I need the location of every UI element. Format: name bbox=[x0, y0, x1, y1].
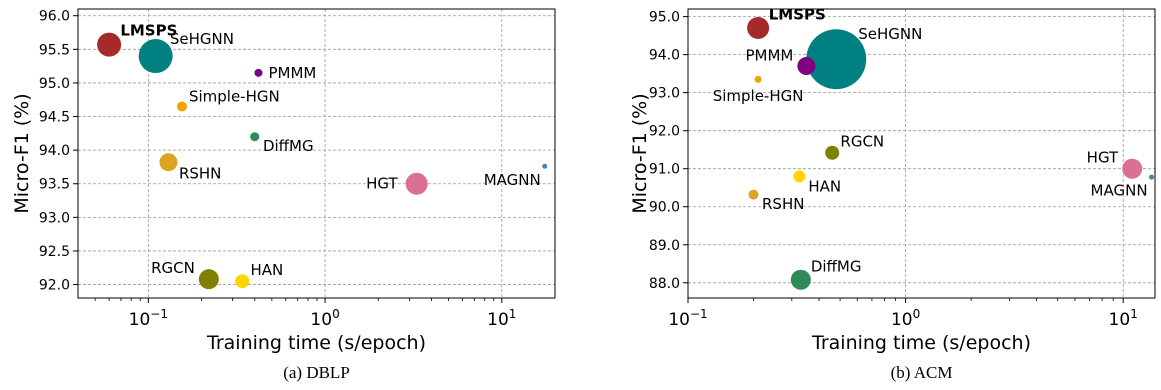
y-axis-label: Micro-F1 (%) bbox=[629, 93, 651, 213]
y-tick-label: 93.5 bbox=[39, 177, 70, 193]
point-label-rshn: RSHN bbox=[179, 165, 221, 183]
point-label-rgcn: RGCN bbox=[840, 133, 884, 151]
x-tick-label: 101 bbox=[1109, 307, 1138, 330]
y-tick-label: 89.0 bbox=[649, 238, 680, 254]
data-points: LMSPS SeHGNN PMMM Simple-HGN RGCN HGT MAGNN HAN… bbox=[713, 5, 1155, 290]
point-rgcn bbox=[198, 269, 219, 290]
point-han bbox=[235, 274, 250, 289]
point-hgt bbox=[405, 172, 428, 195]
point-pmmm bbox=[254, 68, 263, 77]
point-label-pmmm: PMMM bbox=[268, 64, 316, 82]
point-diffmg bbox=[250, 132, 260, 142]
y-tick-label: 93.0 bbox=[649, 86, 680, 102]
point-label-lmsps: LMSPS bbox=[120, 21, 177, 39]
y-tick-label: 95.0 bbox=[39, 76, 70, 92]
y-tick-label: 90.0 bbox=[649, 200, 680, 216]
y-tick-label: 95.5 bbox=[39, 42, 70, 58]
point-label-simple-hgn: Simple-HGN bbox=[189, 87, 280, 105]
point-label-magnn: MAGNN bbox=[484, 171, 541, 189]
y-tick-label: 92.0 bbox=[649, 124, 680, 140]
plot-frame bbox=[687, 8, 1156, 299]
panel-caption: (b) ACM bbox=[891, 363, 953, 382]
y-tick-label: 88.0 bbox=[649, 276, 680, 292]
y-tick-label: 92.5 bbox=[39, 244, 70, 260]
point-magnn bbox=[542, 163, 548, 169]
point-label-sehgnn: SeHGNN bbox=[170, 30, 234, 48]
point-label-hgt: HGT bbox=[1087, 149, 1119, 167]
point-han bbox=[793, 170, 806, 183]
x-tick-label: 10−1 bbox=[129, 307, 168, 330]
point-simple-hgn bbox=[754, 75, 762, 83]
point-label-lmsps: LMSPS bbox=[769, 5, 826, 23]
x-axis-label: Training time (s/epoch) bbox=[811, 332, 1031, 354]
point-magnn bbox=[1149, 174, 1155, 180]
plot-frame bbox=[77, 8, 556, 299]
point-label-rshn: RSHN bbox=[762, 195, 804, 213]
grid bbox=[78, 9, 555, 298]
point-diffmg bbox=[790, 269, 811, 290]
point-label-han: HAN bbox=[808, 177, 841, 195]
y-tick-label: 93.0 bbox=[39, 210, 70, 226]
point-label-diffmg: DiffMG bbox=[263, 137, 314, 155]
panel-caption: (a) DBLP bbox=[283, 363, 350, 382]
x-tick-label: 100 bbox=[310, 307, 339, 330]
point-simple-hgn bbox=[176, 101, 187, 112]
panel-dblp: 10−1 100 101 92.0 92.5 93.0 93.5 94.0 94.5 95.0 95… bbox=[11, 8, 556, 382]
y-tick-label: 91.0 bbox=[649, 162, 680, 178]
y-tick-label: 96.0 bbox=[39, 9, 70, 25]
point-label-pmmm: PMMM bbox=[746, 46, 794, 64]
point-lmsps bbox=[97, 32, 122, 57]
point-hgt bbox=[1122, 158, 1143, 179]
point-rshn bbox=[159, 153, 178, 172]
y-tick-label: 94.0 bbox=[649, 48, 680, 64]
point-label-simple-hgn: Simple-HGN bbox=[713, 87, 804, 105]
x-tick-label: 10−1 bbox=[668, 307, 707, 330]
point-sehgnn bbox=[138, 39, 173, 74]
point-label-diffmg: DiffMG bbox=[811, 258, 862, 276]
point-pmmm bbox=[797, 57, 816, 76]
y-axis-label: Micro-F1 (%) bbox=[11, 93, 33, 213]
x-tick-label: 101 bbox=[487, 307, 516, 330]
point-label-hgt: HGT bbox=[366, 175, 398, 193]
point-label-sehgnn: SeHGNN bbox=[858, 25, 922, 43]
y-tick-label: 92.0 bbox=[39, 278, 70, 294]
point-rgcn bbox=[825, 145, 840, 160]
panel-acm: 10−1 100 101 88.0 89.0 90.0 91.0 92.0 93.0 94.0 95… bbox=[629, 5, 1156, 382]
y-tick-label: 94.0 bbox=[39, 143, 70, 159]
point-label-rgcn: RGCN bbox=[151, 259, 195, 277]
point-sehgnn bbox=[806, 29, 867, 90]
point-lmsps bbox=[747, 17, 770, 40]
y-tick-label: 94.5 bbox=[39, 110, 70, 126]
point-label-han: HAN bbox=[250, 261, 283, 279]
x-tick-label: 100 bbox=[891, 307, 920, 330]
x-axis-label: Training time (s/epoch) bbox=[206, 332, 426, 354]
point-rshn bbox=[748, 189, 759, 200]
point-label-magnn: MAGNN bbox=[1091, 182, 1148, 200]
y-tick-label: 95.0 bbox=[649, 10, 680, 26]
